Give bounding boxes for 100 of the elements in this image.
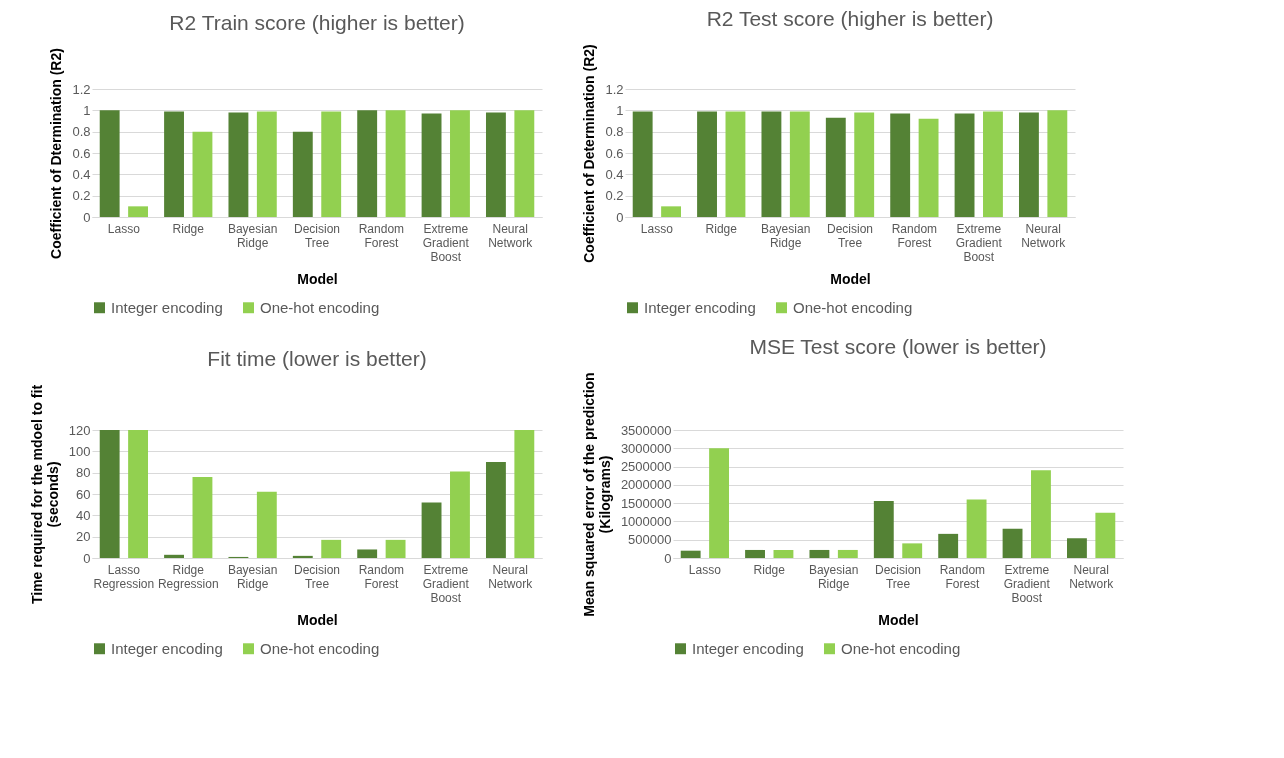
x-tick-label: Bayesian Ridge [760, 221, 811, 250]
y-tick-label: 0.4 [605, 166, 624, 182]
x-tick-label: Ridge [705, 221, 738, 236]
bar [421, 113, 442, 217]
x-tick-label: Decision Tree [293, 221, 341, 250]
y-tick-label: 1 [83, 102, 91, 118]
y-tick-label: 1500000 [620, 495, 672, 511]
x-tick-label: Lasso [688, 562, 722, 577]
y-tick-label: 3000000 [620, 440, 672, 456]
x-tick-label: Bayesian Ridge [808, 562, 859, 591]
bar [385, 539, 406, 558]
bar [1018, 112, 1039, 217]
x-tick-label: Decision Tree [826, 221, 874, 250]
bar [918, 118, 939, 217]
y-tick-label: 60 [76, 486, 91, 502]
x-tick-label: Extreme Gradient Boost [422, 221, 470, 264]
legend-label: One-hot encoding [841, 639, 961, 657]
y-tick-label: 0 [83, 209, 91, 225]
bar [128, 430, 149, 558]
x-tick-label: Ridge [753, 562, 786, 577]
y-tick-label: 0 [664, 550, 672, 566]
bar [485, 112, 506, 217]
x-tick-label: Neural Network [488, 221, 534, 250]
bar [256, 491, 277, 558]
bar [1031, 470, 1051, 558]
x-tick-label: Neural Network [1069, 562, 1115, 591]
y-tick-label: 0.4 [72, 166, 91, 182]
legend-label: Integer encoding [644, 298, 756, 316]
bar [761, 111, 782, 217]
y-tick-label: 0.8 [605, 124, 624, 140]
bar [809, 549, 830, 558]
bar [773, 549, 794, 558]
bar [321, 111, 342, 217]
x-tick-label: Extreme Gradient Boost [955, 221, 1003, 264]
bar [357, 549, 378, 558]
y-tick-label: 0.2 [72, 188, 91, 204]
y-tick-label: 1.2 [605, 81, 624, 97]
bar [680, 550, 701, 558]
bar [697, 111, 717, 217]
x-tick-label: Random Forest [939, 562, 986, 591]
x-tick-label: Random Forest [358, 562, 405, 591]
bar [966, 499, 987, 558]
bar [661, 206, 682, 217]
bar [292, 555, 313, 558]
y-tick-label: 2500000 [620, 459, 672, 475]
bar [789, 111, 810, 217]
y-axis-title: Coefficient of Determination (R2) [581, 44, 598, 263]
y-tick-label: 0 [83, 550, 91, 566]
bar [292, 131, 313, 217]
y-axis-title: Mean squared error of the prediction (Kilograms) [580, 372, 613, 617]
bar [745, 549, 765, 558]
y-axis-title: Coefficient of Dtermination (R2) [48, 48, 65, 259]
bar [1095, 512, 1116, 558]
y-tick-label: 20 [76, 529, 91, 545]
x-tick-label: Lasso [640, 221, 674, 236]
y-tick-label: 3500000 [620, 422, 672, 438]
y-tick-label: 0.8 [72, 124, 91, 140]
x-axis-title: Model [830, 270, 871, 287]
bar [873, 500, 894, 558]
bar [709, 448, 730, 558]
bar [1002, 528, 1023, 558]
legend-label: Integer encoding [692, 639, 804, 657]
y-tick-label: 0.2 [605, 188, 624, 204]
bar [825, 117, 846, 217]
x-tick-label: Extreme Gradient Boost [1003, 562, 1051, 605]
x-tick-label: Decision Tree [874, 562, 922, 591]
x-tick-label: Ridge [172, 221, 205, 236]
x-tick-label: Lasso [107, 221, 141, 236]
chart-title: Fit time (lower is better) [207, 347, 427, 371]
bar [514, 430, 535, 558]
bar [164, 554, 184, 558]
chart-title: MSE Test score (lower is better) [749, 334, 1047, 358]
bar [854, 112, 875, 217]
bar [192, 476, 213, 558]
y-tick-label: 0.6 [72, 145, 91, 161]
legend-label: Integer encoding [111, 639, 223, 657]
bar [128, 206, 149, 217]
bar [837, 549, 858, 558]
x-tick-label: Neural Network [488, 562, 534, 591]
bar [514, 110, 535, 217]
x-tick-label: Extreme Gradient Boost [422, 562, 470, 605]
y-tick-label: 1000000 [620, 513, 672, 529]
x-tick-label: Random Forest [891, 221, 938, 250]
bar [485, 462, 506, 558]
bar [192, 131, 213, 217]
bar [983, 111, 1003, 217]
bar [725, 111, 746, 217]
x-tick-label: Ridge Regression [157, 562, 219, 591]
y-tick-label: 100 [68, 443, 91, 459]
legend-label: Integer encoding [111, 298, 223, 316]
legend-label: One-hot encoding [260, 639, 380, 657]
bar [357, 110, 378, 217]
bar [1047, 110, 1068, 217]
x-axis-title: Model [297, 611, 338, 628]
bar [632, 111, 653, 217]
chart-title: R2 Train score (higher is better) [169, 10, 465, 34]
bar [421, 502, 442, 558]
bar [321, 539, 342, 558]
x-tick-label: Bayesian Ridge [227, 562, 278, 591]
x-axis-title: Model [878, 611, 919, 628]
